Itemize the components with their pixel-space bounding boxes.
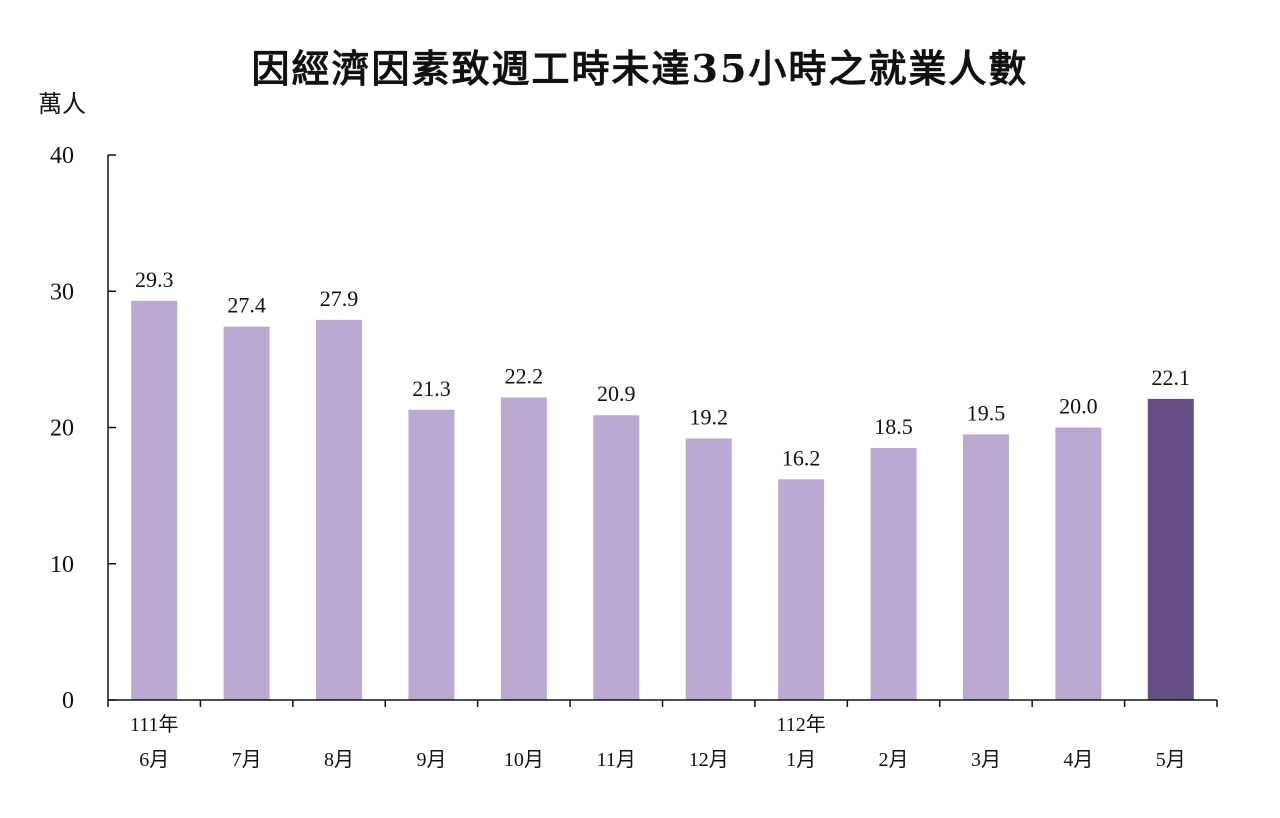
bar	[1055, 427, 1102, 700]
x-tick-label: 10月	[504, 749, 544, 771]
y-tick-label: 20	[50, 416, 74, 442]
x-year-label: 111年	[130, 713, 179, 736]
y-axis-unit-label: 萬人	[38, 90, 86, 118]
labels-group: 29.3 6月 27.4 7月 27.9 8月 21.3 9月 22.2 10月 20.9 11月 19…	[50, 143, 1190, 771]
x-year-label: 112年	[776, 713, 825, 736]
x-tick-label: 9月	[416, 749, 446, 771]
bar	[500, 397, 547, 700]
data-label: 19.2	[689, 404, 728, 429]
data-label: 27.9	[320, 286, 359, 311]
chart-title: 因經濟因素致週工時未達35小時之就業人數	[251, 46, 1029, 91]
data-label: 20.0	[1059, 394, 1098, 419]
bar	[962, 434, 1009, 700]
y-tick-label: 10	[50, 552, 74, 578]
bar	[593, 415, 640, 700]
y-tick-label: 0	[62, 688, 74, 714]
x-tick-label: 11月	[597, 749, 636, 771]
x-tick-label: 2月	[879, 749, 909, 771]
bar	[1147, 398, 1194, 700]
x-tick-label: 5月	[1156, 749, 1186, 771]
x-tick-label: 6月	[139, 749, 169, 771]
data-label: 18.5	[874, 414, 913, 439]
bar	[685, 438, 732, 700]
data-label: 21.3	[412, 376, 451, 401]
x-tick-label: 4月	[1063, 749, 1093, 771]
y-tick-label: 30	[50, 279, 74, 305]
bar	[131, 300, 178, 700]
x-tick-label: 3月	[971, 749, 1001, 771]
bar	[778, 479, 825, 700]
data-label: 20.9	[597, 381, 636, 406]
data-label: 19.5	[967, 400, 1006, 425]
bar	[870, 447, 917, 700]
bar	[223, 326, 270, 700]
data-label: 22.1	[1152, 365, 1191, 390]
data-label: 29.3	[135, 267, 174, 292]
axes-group	[107, 154, 1218, 707]
bars-group	[131, 300, 1194, 700]
x-tick-label: 1月	[786, 749, 816, 771]
bar	[408, 409, 455, 700]
data-label: 16.2	[782, 445, 821, 470]
bar	[316, 319, 363, 700]
x-tick-label: 7月	[232, 749, 262, 771]
data-label: 27.4	[227, 293, 266, 318]
y-tick-label: 40	[50, 143, 74, 169]
data-label: 22.2	[505, 364, 544, 389]
x-tick-label: 8月	[324, 749, 354, 771]
x-tick-label: 12月	[689, 749, 729, 771]
